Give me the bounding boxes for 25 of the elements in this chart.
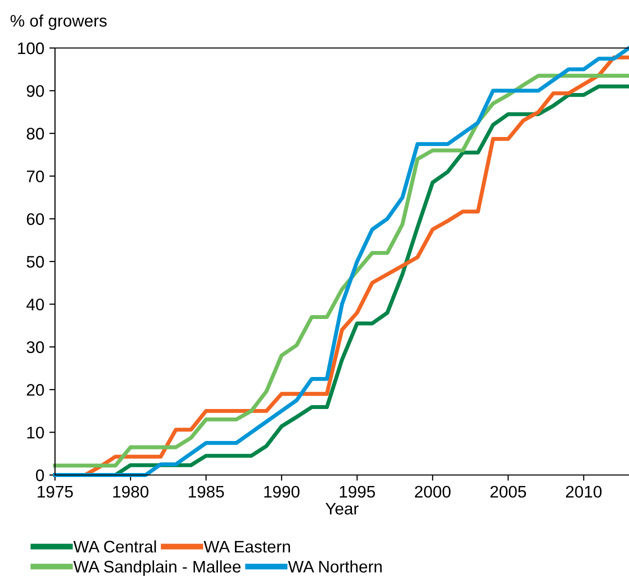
x-axis-title: Year [326,502,359,515]
legend-label: WA Eastern [204,540,290,553]
legend-label: WA Sandplain - Mallee [73,560,241,576]
y-tick-label: 20 [26,384,44,396]
x-tick-label: 1995 [340,486,375,498]
x-tick-label: 1975 [38,486,73,498]
x-tick-label: 1985 [188,486,224,498]
legend-label: WA Central [73,540,156,553]
y-tick-label: 50 [26,256,44,268]
x-tick-label: 2000 [414,486,451,498]
x-tick-label: 1980 [113,486,148,498]
x-tick-label: 2005 [490,486,526,498]
y-tick-label: 100 [18,42,44,54]
x-tick-label: 1990 [264,486,300,498]
y-tick-label: 0 [36,469,44,482]
y-axis-title: % of growers [10,14,107,30]
legend-label: WA Northern [288,560,382,573]
y-tick-label: 60 [26,213,44,226]
y-tick-label: 90 [26,85,44,97]
y-tick-label: 10 [27,426,44,439]
y-tick-label: 30 [26,341,44,354]
y-tick-label: 70 [26,170,44,182]
x-tick-label: 2010 [566,486,602,498]
y-tick-label: 80 [26,128,44,140]
y-tick-label: 40 [26,298,44,310]
